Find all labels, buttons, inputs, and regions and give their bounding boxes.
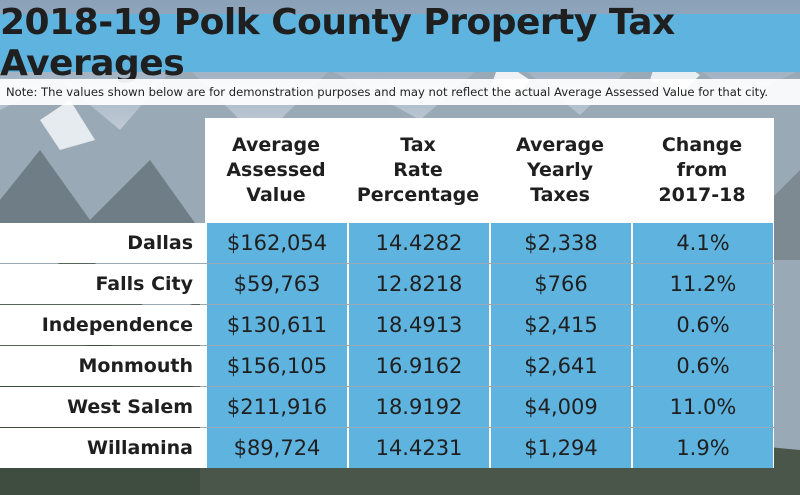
change-cell: 0.6% <box>633 305 773 345</box>
yearly-taxes-cell: $2,641 <box>491 346 631 386</box>
table-row: Dallas $162,054 14.4282 $2,338 4.1% <box>0 223 774 263</box>
city-label: Monmouth <box>78 355 193 377</box>
yearly-taxes-cell: $1,294 <box>491 428 631 468</box>
yearly-taxes-cell: $2,415 <box>491 305 631 345</box>
change-cell: 4.1% <box>633 223 773 263</box>
assessed-value-cell: $130,611 <box>207 305 347 345</box>
tax-rate-cell: 16.9162 <box>349 346 489 386</box>
header-tax-rate: Tax Rate Percentage <box>356 134 480 206</box>
table-row: West Salem $211,916 18.9192 $4,009 11.0% <box>0 387 774 427</box>
city-label: Falls City <box>95 273 193 295</box>
change-cell: 0.6% <box>633 346 773 386</box>
disclaimer-note: Note: The values shown below are for dem… <box>6 85 769 99</box>
table-row: Willamina $89,724 14.4231 $1,294 1.9% <box>0 428 774 468</box>
page-title: 2018-19 Polk County Property Tax Average… <box>0 2 675 84</box>
note-banner: Note: The values shown below are for dem… <box>0 79 800 105</box>
assessed-value-cell: $211,916 <box>207 387 347 427</box>
tax-rate-cell: 18.4913 <box>349 305 489 345</box>
assessed-value-cell: $59,763 <box>207 264 347 304</box>
tax-rate-cell: 18.9192 <box>349 387 489 427</box>
change-cell: 1.9% <box>633 428 773 468</box>
table-row: Monmouth $156,105 16.9162 $2,641 0.6% <box>0 346 774 386</box>
table-row: Independence $130,611 18.4913 $2,415 0.6… <box>0 305 774 345</box>
assessed-value-cell: $162,054 <box>207 223 347 263</box>
header-change: Change from 2017-18 <box>658 134 746 206</box>
yearly-taxes-cell: $766 <box>491 264 631 304</box>
header-assessed-value: Average Assessed Value <box>226 134 326 206</box>
header-row: Average Assessed Value Tax Rate Percenta… <box>205 118 774 223</box>
title-banner: 2018-19 Polk County Property Tax Average… <box>0 2 800 84</box>
tax-rate-cell: 12.8218 <box>349 264 489 304</box>
city-label: Independence <box>41 314 193 336</box>
yearly-taxes-cell: $4,009 <box>491 387 631 427</box>
assessed-value-cell: $156,105 <box>207 346 347 386</box>
table-row: Falls City $59,763 12.8218 $766 11.2% <box>0 264 774 304</box>
tax-rate-cell: 14.4282 <box>349 223 489 263</box>
city-label: West Salem <box>67 396 193 418</box>
city-label: Willamina <box>87 437 193 459</box>
change-cell: 11.2% <box>633 264 773 304</box>
tax-table-header: Average Assessed Value Tax Rate Percenta… <box>205 118 774 223</box>
city-label: Dallas <box>127 232 193 254</box>
change-cell: 11.0% <box>633 387 773 427</box>
tax-rate-cell: 14.4231 <box>349 428 489 468</box>
tax-table-body: Dallas $162,054 14.4282 $2,338 4.1% Fall… <box>0 223 774 469</box>
header-yearly-taxes: Average Yearly Taxes <box>516 134 604 206</box>
assessed-value-cell: $89,724 <box>207 428 347 468</box>
yearly-taxes-cell: $2,338 <box>491 223 631 263</box>
